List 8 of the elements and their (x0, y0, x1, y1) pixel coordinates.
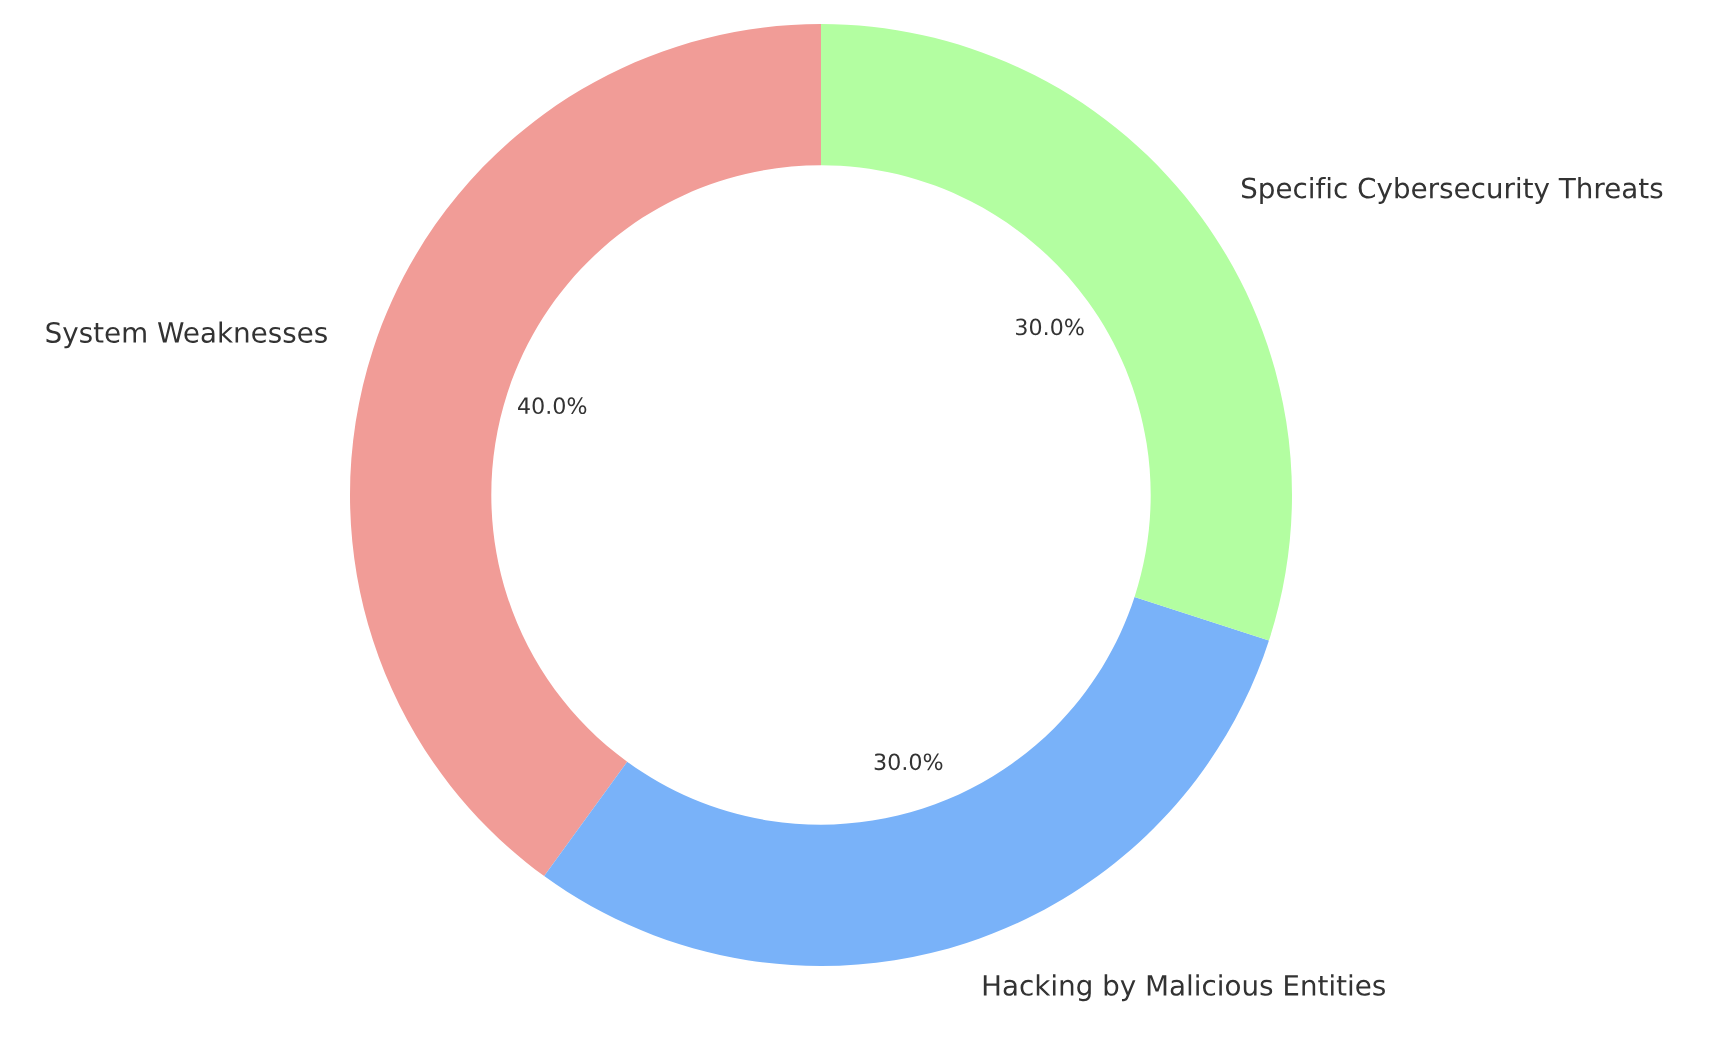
donut-slice (544, 596, 1269, 966)
slice-label: System Weaknesses (46, 321, 327, 349)
slice-label: Specific Cybersecurity Threats (1241, 177, 1663, 204)
donut-slice (350, 24, 821, 877)
data-label: 40.0% (518, 397, 587, 415)
slice-label: Hacking by Malicious Entities (983, 974, 1385, 1002)
data-label: 30.0% (874, 753, 943, 771)
data-label: 30.0% (1016, 318, 1084, 336)
